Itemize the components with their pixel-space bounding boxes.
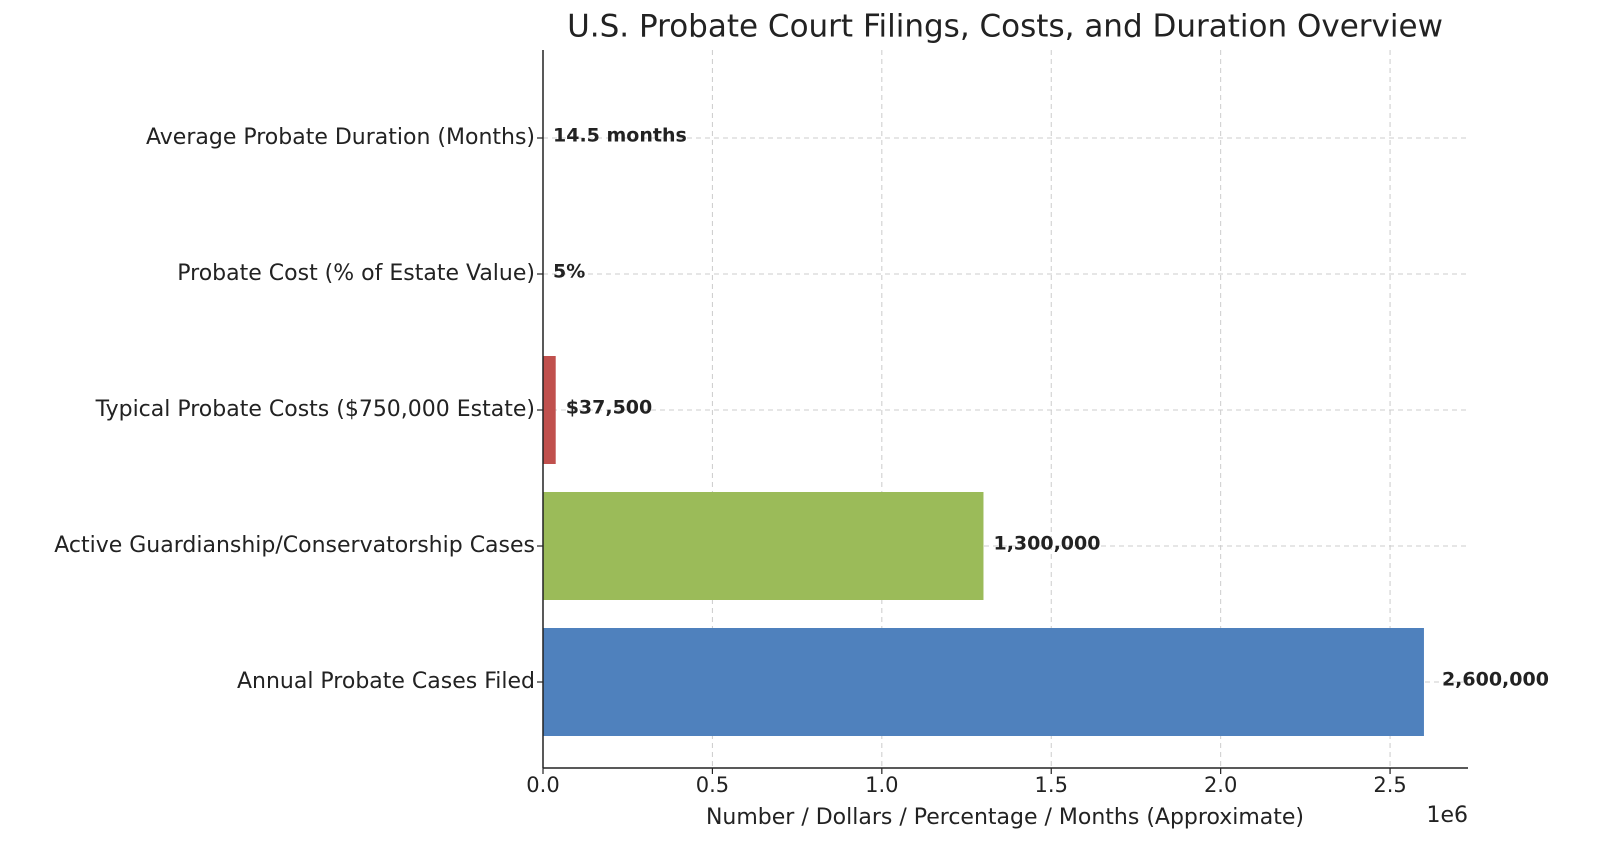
y-tick-label: Average Probate Duration (Months) (146, 125, 535, 150)
bar (543, 628, 1424, 736)
value-label: 5% (553, 261, 585, 283)
y-tick-label: Active Guardianship/Conservatorship Case… (54, 533, 535, 558)
y-tick-label: Annual Probate Cases Filed (237, 669, 535, 694)
y-tick-label: Typical Probate Costs ($750,000 Estate) (95, 397, 535, 422)
x-offset-label: 1e6 (1426, 803, 1468, 828)
x-tick-label: 1.0 (865, 773, 898, 797)
x-axis-label: Number / Dollars / Percentage / Months (… (706, 805, 1304, 830)
x-tick-label: 1.5 (1035, 773, 1068, 797)
x-tick-label: 2.0 (1204, 773, 1237, 797)
bar (543, 492, 984, 600)
value-label: 1,300,000 (993, 533, 1100, 555)
x-tick-label: 2.5 (1373, 773, 1406, 797)
bar (543, 356, 556, 464)
value-label: $37,500 (566, 397, 653, 419)
y-tick-label: Probate Cost (% of Estate Value) (177, 261, 535, 286)
chart-title: U.S. Probate Court Filings, Costs, and D… (567, 9, 1443, 45)
x-tick-label: 0.0 (526, 773, 559, 797)
x-tick-label: 0.5 (696, 773, 729, 797)
value-label: 14.5 months (553, 125, 687, 147)
value-label: 2,600,000 (1442, 669, 1549, 691)
